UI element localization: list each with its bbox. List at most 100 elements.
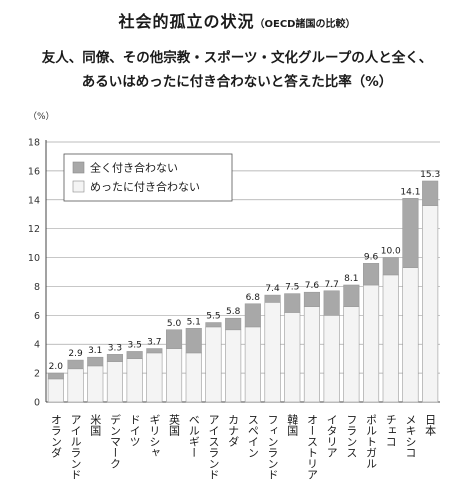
x-tick-label: アイスランド (207, 414, 220, 480)
bar-value-label: 5.8 (226, 307, 241, 317)
bar-segment-never (126, 351, 143, 359)
chart-title: 社会的孤立の状況 (118, 12, 255, 31)
bar-value-label: 7.4 (265, 284, 280, 294)
x-tick-label: アイルランド (69, 414, 82, 480)
chart-subtitle-line1: 友人、同僚、その他宗教・スポーツ・文化グループの人と全く、 (41, 50, 433, 66)
bar-segment-rarely (126, 358, 143, 403)
x-tick-label: ポルトガル (365, 414, 378, 469)
bar-segment-rarely (343, 306, 360, 403)
bar-segment-rarely (303, 306, 321, 403)
bar-segment-rarely (264, 302, 281, 403)
bar-segment-rarely (323, 315, 340, 403)
bar-value-label: 3.1 (88, 346, 102, 356)
bar-segment-rarely (382, 274, 399, 403)
y-tick-label: 4 (34, 340, 40, 351)
bar-segment-rarely (185, 352, 202, 403)
bar-segment-never (323, 290, 340, 316)
x-tick-label: 日本 (424, 414, 437, 437)
bar-value-label: 15.3 (420, 170, 440, 180)
bar-segment-never (106, 354, 123, 362)
bar-segment-rarely (422, 205, 439, 403)
bar-segment-never (362, 263, 380, 286)
legend-box (63, 153, 233, 202)
y-tick-label: 18 (28, 138, 40, 149)
y-tick-label: 14 (28, 195, 40, 206)
legend-swatch-rarely (72, 180, 85, 193)
bar-value-label: 6.8 (246, 293, 261, 303)
bar-value-label: 7.5 (285, 283, 299, 293)
y-tick-label: 0 (34, 398, 40, 409)
bar-value-label: 3.5 (127, 340, 141, 350)
bar-segment-never (185, 328, 202, 354)
x-tick-label: チェコ (384, 414, 397, 447)
bar-segment-rarely (166, 348, 183, 403)
bar-segment-never (205, 322, 222, 328)
chart-subtitle-line2: あるいはめったに付き合わないと答えた比率（%） (81, 74, 393, 90)
bar-value-label: 2.9 (68, 349, 83, 359)
x-tick-label: ベルギー (187, 414, 200, 458)
y-tick-label: 12 (28, 224, 40, 235)
bar-value-label: 14.1 (400, 187, 420, 197)
bar-segment-rarely (284, 312, 301, 403)
y-tick-label: 10 (28, 253, 40, 264)
y-tick-label: 2 (34, 369, 40, 380)
bar-segment-rarely (146, 352, 163, 403)
x-tick-label: カナダ (227, 414, 240, 447)
bar-value-label: 7.6 (305, 281, 320, 291)
bar-segment-rarely (362, 284, 380, 403)
bar-value-label: 5.0 (167, 319, 182, 329)
x-tick-label: イタリア (325, 414, 338, 458)
bar-segment-never (343, 284, 360, 307)
bar-value-label: 9.6 (364, 252, 379, 262)
bar-value-label: 10.0 (381, 247, 401, 257)
bar-segment-never (382, 257, 399, 276)
bar-segment-never (47, 372, 64, 380)
x-tick-label: ギリシャ (148, 414, 161, 458)
bar-segment-rarely (402, 267, 419, 403)
bar-value-label: 3.7 (147, 338, 161, 348)
bar-segment-never (225, 317, 242, 331)
bar-segment-never (264, 294, 281, 303)
bar-segment-never (422, 180, 439, 206)
bar-segment-never (402, 198, 419, 268)
bar-segment-never (87, 356, 104, 367)
x-tick-label: メキシコ (404, 414, 417, 458)
x-tick-label: フィンランド (266, 414, 279, 480)
x-tick-label: 韓国 (286, 414, 299, 437)
x-tick-label: 米国 (89, 414, 102, 437)
bar-segment-never (166, 329, 183, 349)
bar-segment-never (67, 359, 84, 370)
legend-label-never: 全く付き合わない (90, 161, 178, 175)
bar-value-label: 7.7 (324, 280, 338, 290)
bar-segment-rarely (87, 365, 104, 403)
bar-value-label: 5.1 (187, 317, 201, 327)
bar-value-label: 8.1 (344, 274, 358, 284)
y-tick-label: 8 (34, 282, 40, 293)
bar-segment-rarely (67, 368, 84, 403)
x-tick-label: スペイン (246, 414, 259, 458)
bar-segment-rarely (205, 326, 222, 403)
bar-segment-never (146, 348, 163, 354)
bar-segment-rarely (244, 326, 261, 403)
bar-value-label: 2.0 (49, 362, 64, 372)
y-axis-unit: （%） (28, 111, 55, 122)
chart-title-row: 社会的孤立の状況（OECD諸国の比較） (0, 8, 474, 32)
bar-segment-never (244, 303, 261, 328)
bar-segment-rarely (225, 329, 242, 403)
x-tick-label: ドイツ (128, 414, 141, 447)
x-tick-label: フランス (345, 414, 358, 458)
bar-segment-rarely (47, 378, 64, 403)
bar-segment-never (303, 291, 321, 307)
x-tick-label: オランダ (49, 414, 62, 458)
legend-label-rarely: めったに付き合わない (90, 180, 200, 194)
y-tick-label: 6 (34, 311, 40, 322)
bar-segment-rarely (106, 361, 123, 403)
y-tick-label: 16 (28, 166, 40, 177)
bar-value-label: 3.3 (108, 343, 122, 353)
x-tick-label: オーストリア (305, 414, 318, 480)
bar-segment-never (284, 293, 301, 313)
x-tick-label: デンマーク (108, 413, 121, 469)
chart-title-note: （OECD諸国の比較） (254, 19, 356, 30)
bar-value-label: 5.5 (206, 312, 220, 322)
